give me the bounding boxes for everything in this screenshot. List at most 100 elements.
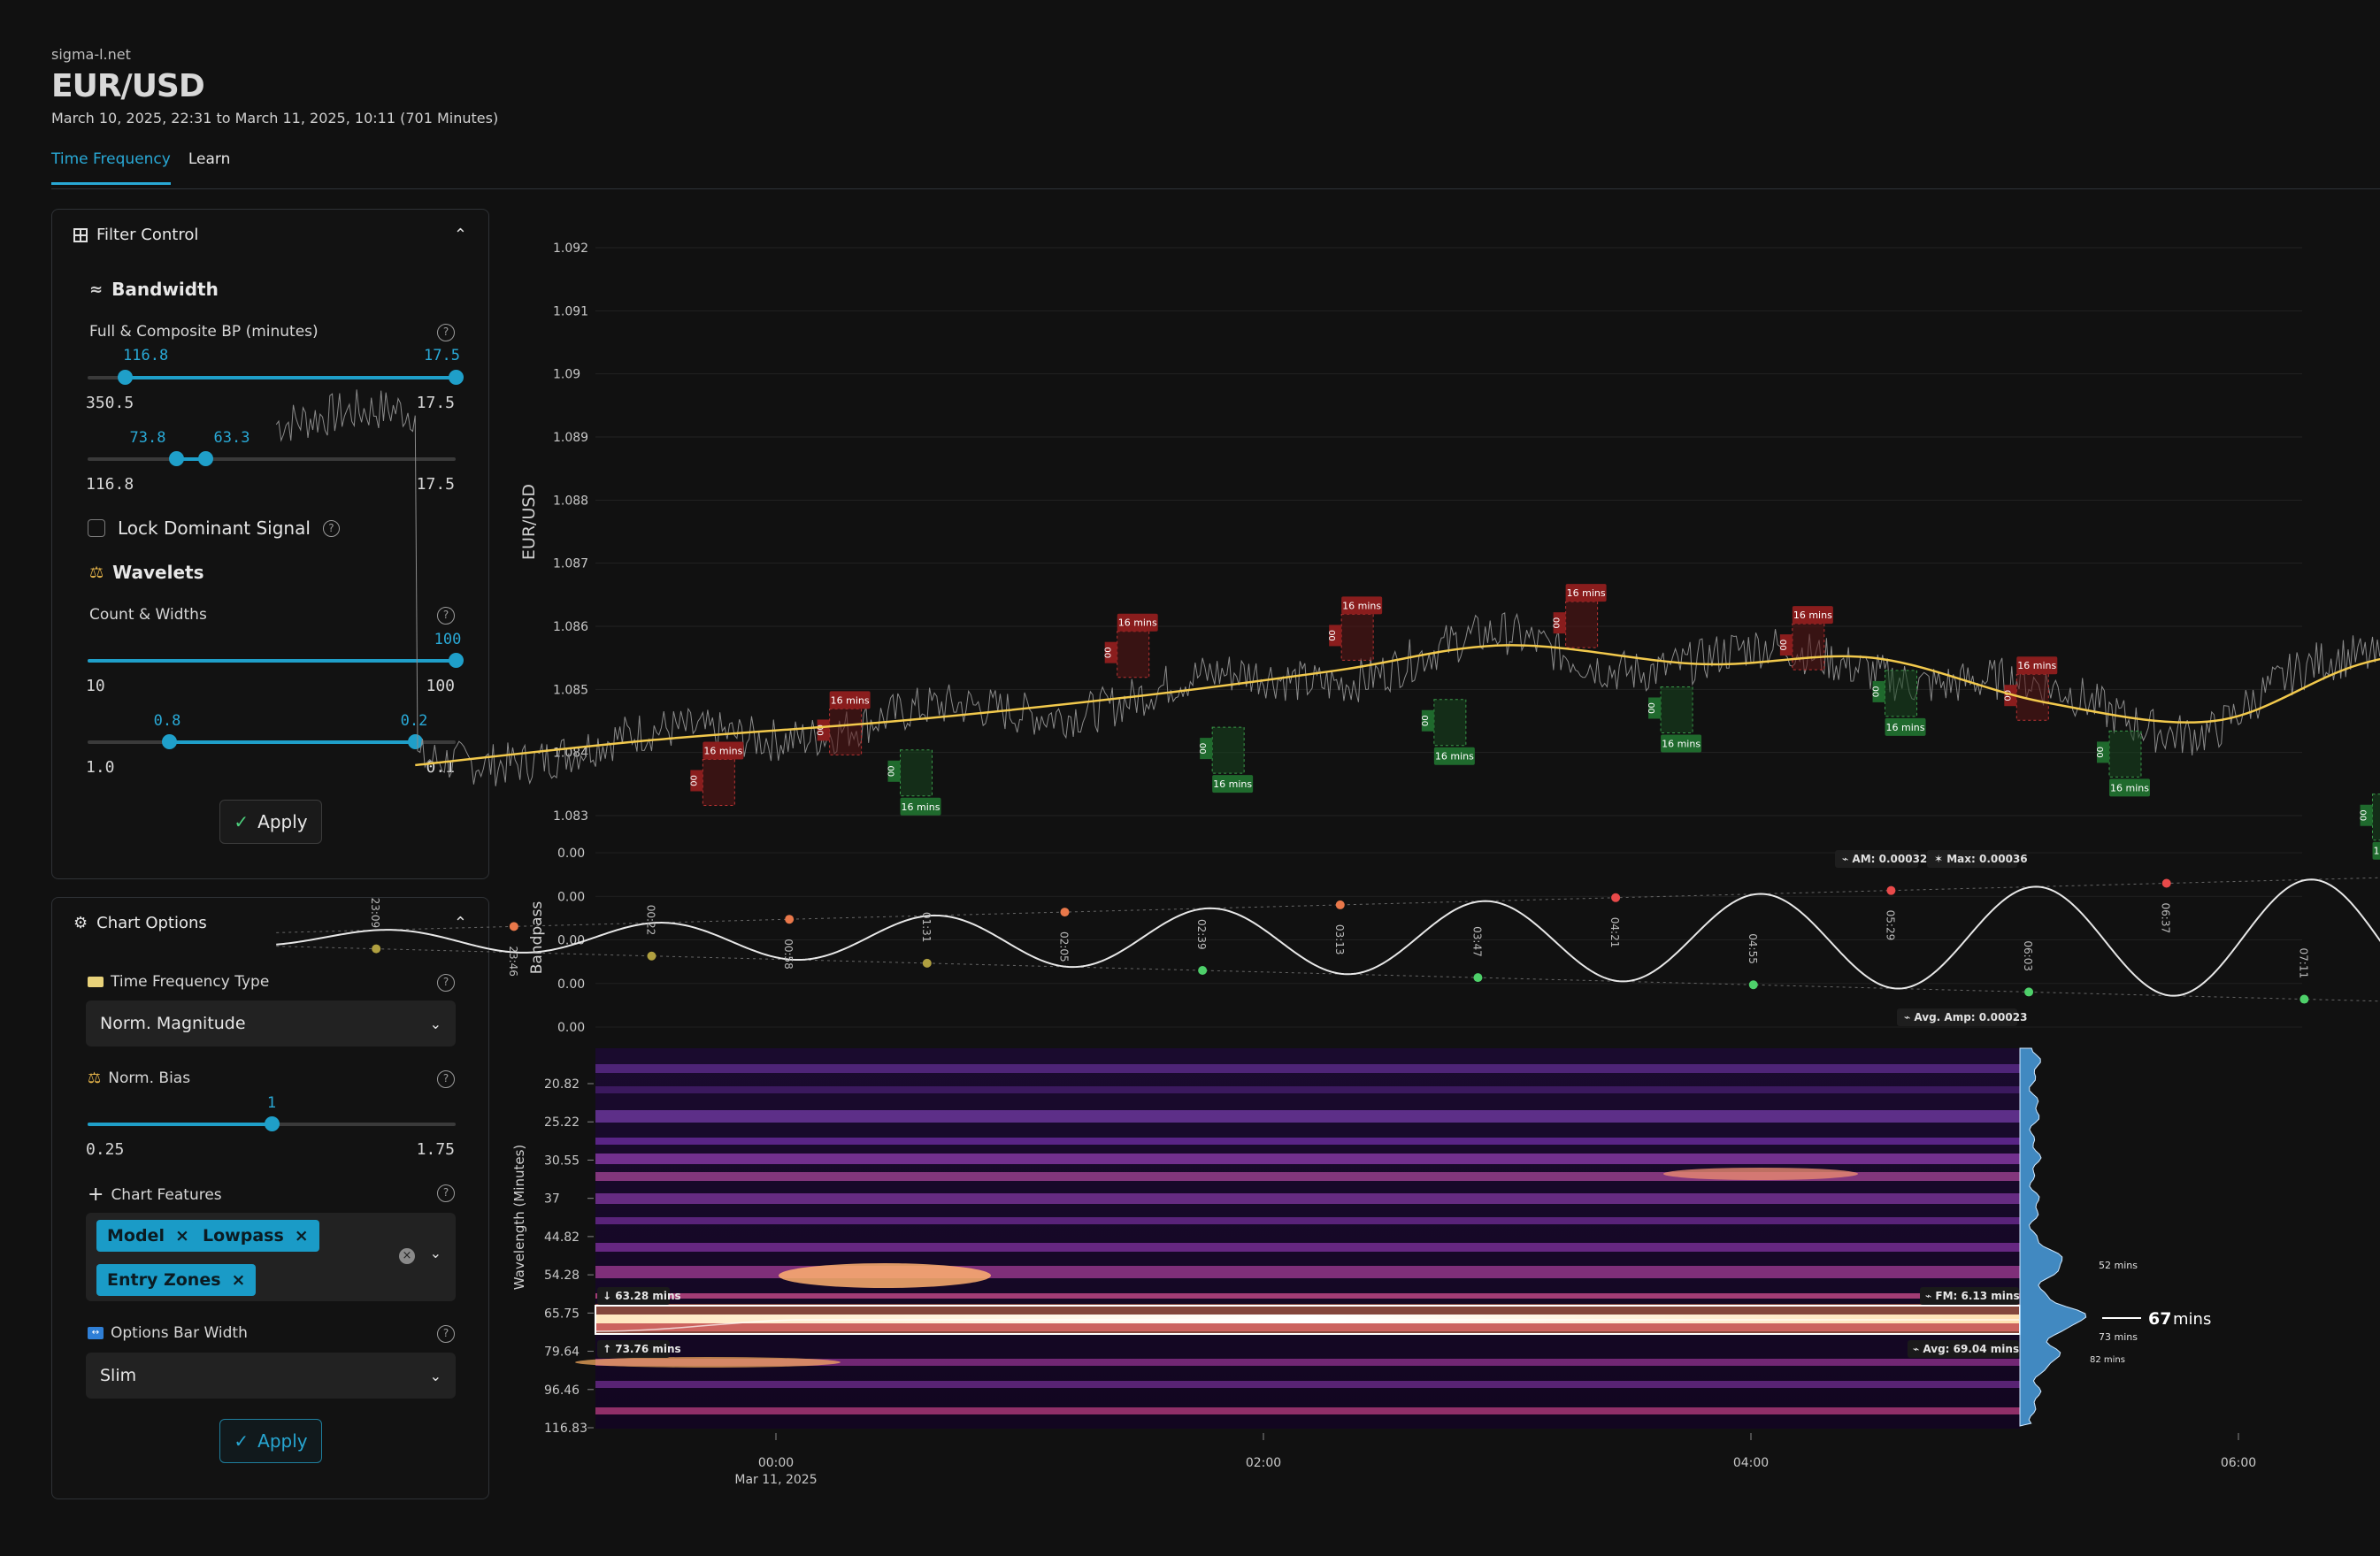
cycle-time-label: 23:09 [369,898,381,929]
zone-tag-bg [1200,738,1213,760]
slider1-lo-value: 116.8 [123,347,169,364]
slider1-hi-value: 17.5 [424,347,460,364]
bandpass-y-tick: 0.00 [557,934,585,948]
apply-button[interactable]: ✓ Apply [219,800,322,844]
zone-tag-bg [1648,697,1662,719]
heatmap-band [595,1217,2020,1224]
chart-features-multiselect[interactable]: Model × Lowpass × Entry Zones × × ⌄ [86,1213,456,1301]
heatmap-band [595,1193,2020,1204]
check-icon: ✓ [234,1430,250,1452]
wavelength-y-tick: 37 [544,1192,560,1207]
filter-control-header[interactable]: Filter Control ⌃ [52,210,488,244]
slider-thumb-hi[interactable] [198,451,213,466]
trough-marker [2024,987,2034,997]
tf-type-label-row: Time Frequency Type [88,973,269,991]
clear-icon[interactable]: × [399,1248,415,1264]
bandwidth-title: Bandwidth [111,279,219,300]
tab-learn[interactable]: Learn [188,150,231,168]
zone-label: 16 mins [902,801,940,813]
slider-thumb[interactable] [449,653,464,668]
chip-label: Model [107,1226,165,1246]
price-y-tick: 1.09 [553,368,580,382]
chip-model[interactable]: Model × [96,1220,200,1252]
tab-time-frequency[interactable]: Time Frequency [51,150,171,185]
help-icon[interactable]: ? [437,974,455,992]
zone-tag: 00 [1328,630,1338,641]
lock-dominant-signal-checkbox[interactable] [88,519,105,537]
wavelength-y-tick: 30.55 [544,1154,580,1168]
cycle-time-label: 00:58 [782,939,795,970]
help-icon[interactable]: ? [437,324,455,341]
bar-width-value: Slim [100,1366,137,1385]
zone-tag-bg [2096,741,2109,763]
remove-icon[interactable]: × [174,1226,189,1246]
help-icon[interactable]: ? [437,1325,455,1343]
trough-marker [647,951,656,961]
slider-thumb-lo[interactable] [162,734,177,749]
wavelength-y-tick: 54.28 [544,1269,580,1283]
remove-icon[interactable]: × [294,1226,309,1246]
apply-label: Apply [257,1430,308,1452]
zone-box [1340,613,1374,661]
slider-thumb-hi[interactable] [449,370,464,385]
zone-label-bg [1792,606,1833,625]
price-series [275,389,2380,786]
cycle-time-label: 07:11 [2297,948,2309,979]
tf-type-select[interactable]: Norm. Magnitude ⌄ [86,1000,456,1046]
remove-icon[interactable]: × [231,1270,246,1290]
zone-tag: 00 [817,724,826,736]
zone-label-bg [1117,613,1158,632]
zone-label: 16 mins [703,746,742,757]
help-icon[interactable]: ? [322,519,340,537]
zone-tag-bg [1329,625,1342,647]
wavelet-count-slider[interactable] [88,653,464,668]
price-y-tick: 1.086 [553,620,588,634]
wavelength-y-tick: 20.82 [544,1077,580,1092]
zone-label: 16 mins [1662,738,1701,749]
heatmap-background [595,1048,2020,1429]
bias-max: 1.75 [416,1140,455,1159]
x-tick-label: 06:00 [2221,1456,2256,1470]
zone-box [1660,686,1693,733]
chip-entry-zones[interactable]: Entry Zones × [96,1264,257,1296]
sell-zone: 00 16 mins [689,741,744,806]
slider-thumb-lo[interactable] [118,370,133,385]
price-y-tick: 1.091 [553,304,588,318]
help-icon[interactable]: ? [437,1070,455,1088]
bar-width-select[interactable]: Slim ⌄ [86,1353,456,1399]
chip-label: Lowpass [203,1226,284,1246]
buy-zone: 00 16 mins [2096,730,2150,797]
tab-bar: Time Frequency Learn [51,150,230,185]
buy-zone: 00 16 mins [1421,699,1475,765]
heatmap-band [595,1154,2020,1164]
slider2-hi-value: 63.3 [213,429,250,447]
norm-bias-slider[interactable] [88,1116,456,1131]
heatmap-band [595,1172,2020,1181]
help-icon[interactable]: ? [437,607,455,625]
bandpass-y-tick: 0.00 [557,847,585,861]
plus-icon: + [88,1184,104,1206]
heatmap-band [595,1064,2020,1073]
apply-button[interactable]: ✓ Apply [219,1419,322,1463]
zone-label: 16 mins [2374,846,2380,857]
bias-min: 0.25 [86,1140,125,1159]
help-icon[interactable]: ? [437,1184,455,1202]
heatmap-hotspot [1663,1168,1858,1180]
bandpass-y-tick: 0.00 [557,1021,585,1035]
cycle-time-label: 23:46 [507,946,519,977]
lock-dominant-signal-row[interactable]: Lock Dominant Signal ? [88,517,340,539]
peak-marker [785,915,795,924]
chevron-down-icon[interactable]: ⌄ [429,1245,441,1261]
chip-label: Entry Zones [107,1270,221,1290]
cycle-time-label: 06:37 [2160,903,2172,934]
x-date-label: Mar 11, 2025 [734,1473,817,1487]
slider-thumb[interactable] [265,1116,280,1131]
chevron-up-icon[interactable]: ⌃ [453,226,467,244]
heatmap-band [595,1407,2020,1414]
bandwidth-slider-full[interactable] [88,370,464,385]
bandwidth-slider-composite[interactable] [88,451,456,466]
slider-thumb-lo[interactable] [169,451,184,466]
slider2-lo-value: 73.8 [129,429,166,447]
chip-lowpass[interactable]: Lowpass × [192,1220,319,1252]
